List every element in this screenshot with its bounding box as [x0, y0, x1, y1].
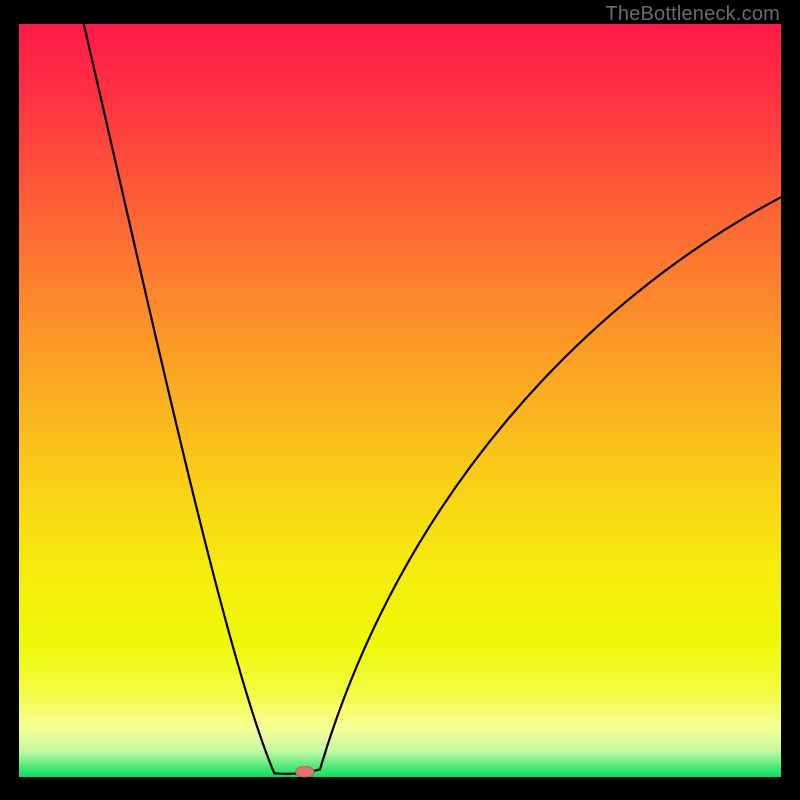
chart-container: TheBottleneck.com: [0, 0, 800, 800]
plot-area: [19, 24, 781, 777]
optimum-marker: [296, 766, 314, 777]
bottleneck-chart: [0, 0, 800, 800]
